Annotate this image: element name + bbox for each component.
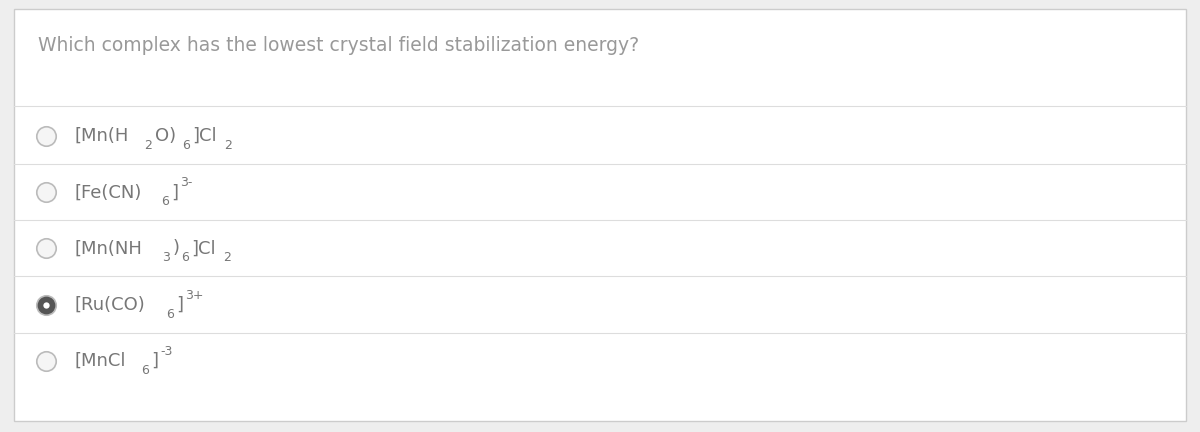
- Text: 3: 3: [162, 251, 170, 264]
- Text: O): O): [155, 127, 176, 145]
- Text: [Fe(CN): [Fe(CN): [74, 183, 142, 201]
- Text: [Mn(H: [Mn(H: [74, 127, 128, 145]
- Text: ]: ]: [176, 295, 182, 314]
- Text: -3: -3: [160, 345, 173, 358]
- Text: ): ): [172, 239, 179, 257]
- Text: 6: 6: [140, 364, 149, 377]
- Text: 6: 6: [181, 251, 190, 264]
- Text: ]Cl: ]Cl: [192, 127, 217, 145]
- Text: ]Cl: ]Cl: [191, 239, 216, 257]
- FancyBboxPatch shape: [14, 9, 1186, 421]
- Text: 6: 6: [182, 139, 190, 152]
- Text: ]: ]: [172, 183, 179, 201]
- Text: 3+: 3+: [185, 289, 203, 302]
- Text: 2: 2: [223, 251, 230, 264]
- Text: 6: 6: [161, 195, 169, 208]
- Text: 3-: 3-: [180, 176, 193, 189]
- Text: Which complex has the lowest crystal field stabilization energy?: Which complex has the lowest crystal fie…: [38, 36, 640, 55]
- Text: [Mn(NH: [Mn(NH: [74, 239, 143, 257]
- Text: 2: 2: [224, 139, 232, 152]
- Text: 2: 2: [144, 139, 152, 152]
- Text: ]: ]: [151, 352, 158, 370]
- Text: [MnCl: [MnCl: [74, 352, 126, 370]
- Text: 6: 6: [166, 308, 174, 321]
- Text: [Ru(CO): [Ru(CO): [74, 295, 145, 314]
